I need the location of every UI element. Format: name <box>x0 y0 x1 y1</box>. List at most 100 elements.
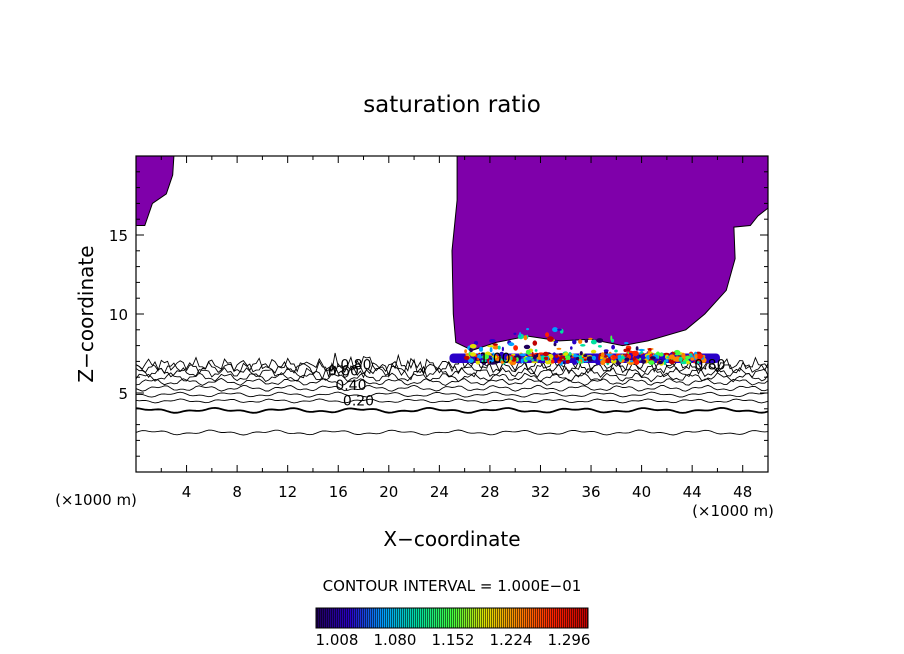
cloud-speckle <box>586 356 594 362</box>
cloud-speckle <box>606 353 613 356</box>
cloud-speckle <box>596 338 604 343</box>
cloud-speckle <box>696 353 703 360</box>
cloud-speckle <box>470 352 476 357</box>
cloud-speckle <box>469 347 473 353</box>
cloud-speckle <box>538 353 541 359</box>
cloud-speckle <box>626 348 631 352</box>
colorbar-tick-labels: 1.008 1.080 1.152 1.224 1.296 <box>316 631 591 649</box>
cloud-speckle <box>514 355 521 358</box>
cloud-speckle <box>694 353 698 359</box>
cloud-speckle <box>696 361 700 364</box>
cloud-speckle <box>591 355 597 361</box>
cloud-speckle <box>497 345 501 350</box>
x-tick-label: 40 <box>632 483 651 501</box>
cloud-speckle <box>635 346 639 351</box>
cloud-speckle <box>624 342 629 345</box>
cloud-speckle <box>492 355 498 359</box>
cloud-speckle <box>579 351 583 356</box>
cloud-speckle <box>600 352 605 358</box>
cloud-speckle <box>510 356 513 361</box>
cloud-speckle <box>603 349 609 352</box>
colorbar-tick-label: 1.296 <box>548 631 591 649</box>
cloud-speckle <box>557 328 562 331</box>
cloud-speckle <box>550 359 555 364</box>
x-tick-label: 48 <box>733 483 752 501</box>
cloud-speckle <box>558 353 563 356</box>
cloud-speckle <box>663 359 666 366</box>
cloud-speckle <box>553 342 557 347</box>
cloud-speckle <box>657 360 663 365</box>
cloud-speckle <box>501 346 504 352</box>
cloud-speckle <box>531 351 534 358</box>
contour-line <box>136 406 768 414</box>
cloud-speckle <box>489 339 496 343</box>
supersaturated-region <box>451 156 768 351</box>
cloud-speckle <box>634 359 640 366</box>
cloud-speckle <box>515 357 519 362</box>
contour-label: 0.20 <box>343 394 374 410</box>
x-axis-ticks: 4 8 12 16 20 24 28 32 36 40 44 48 <box>160 156 752 501</box>
cloud-speckle <box>570 346 573 350</box>
cloud-speckle <box>624 357 630 361</box>
cloud-speckle <box>690 357 695 361</box>
cloud-speckle <box>526 328 530 331</box>
cloud-speckle <box>487 345 494 348</box>
cloud-speckle <box>665 358 669 363</box>
cloud-speckle <box>464 349 467 354</box>
contour-label: 1.00 <box>479 351 510 367</box>
cloud-speckle <box>532 340 538 346</box>
cloud-speckle <box>469 344 477 349</box>
y-tick-label: 15 <box>109 227 128 245</box>
cloud-speckle <box>598 355 601 361</box>
cloud-speckle <box>578 339 583 344</box>
colorbar-tick-label: 1.080 <box>374 631 417 649</box>
cloud-speckle <box>532 354 537 359</box>
contour-interval-text: CONTOUR INTERVAL = 1.000E−01 <box>323 577 582 595</box>
contour-line <box>136 358 768 379</box>
x-tick-label: 32 <box>531 483 550 501</box>
colorbar-tick-label: 1.152 <box>432 631 475 649</box>
cloud-speckle <box>489 359 492 363</box>
x-tick-label: 4 <box>182 483 192 501</box>
contour-label: 0.40 <box>335 378 366 394</box>
cloud-speckle <box>463 355 470 360</box>
cloud-speckle <box>683 354 686 360</box>
contour-line <box>136 372 768 383</box>
cloud-speckle <box>492 343 498 346</box>
colorbar: 1.008 1.080 1.152 1.224 1.296 <box>315 607 591 649</box>
cloud-speckle <box>501 354 505 360</box>
cloud-speckle <box>519 353 527 357</box>
cloud-speckle <box>590 339 597 345</box>
cloud-speckle <box>584 338 588 343</box>
cloud-speckle <box>685 355 691 360</box>
cloud-speckle <box>575 356 580 361</box>
cloud-speckle <box>508 342 515 347</box>
cloud-speckle <box>641 359 646 364</box>
cloud-speckle <box>621 355 625 360</box>
cloud-speckle <box>571 353 574 356</box>
x-tick-label: 8 <box>232 483 242 501</box>
x-tick-label: 16 <box>329 483 348 501</box>
cloud-speckle <box>468 358 474 363</box>
cloud-speckle <box>572 339 577 345</box>
cloud-speckle <box>543 356 549 361</box>
contour-line <box>136 391 768 398</box>
cloud-speckle <box>673 358 677 362</box>
colorbar-frame <box>315 607 589 629</box>
cloud-speckle <box>619 358 622 363</box>
y-axis-label: Z−coordinate <box>74 245 98 382</box>
cloud-speckle <box>583 354 587 358</box>
cloud-speckle <box>506 359 512 363</box>
cloud-speckle <box>637 354 640 360</box>
y-tick-label: 10 <box>109 306 128 324</box>
x-tick-label: 44 <box>683 483 702 501</box>
cloud-speckle <box>465 353 470 356</box>
cloud-speckle <box>493 360 499 364</box>
cloud-speckle <box>553 340 559 344</box>
cloud-speckle <box>506 355 512 361</box>
x-unit-left: (×1000 m) <box>55 491 137 509</box>
cloud-speckle <box>698 356 702 362</box>
cloud-speckle <box>482 354 489 360</box>
cloud-speckle <box>678 357 683 362</box>
